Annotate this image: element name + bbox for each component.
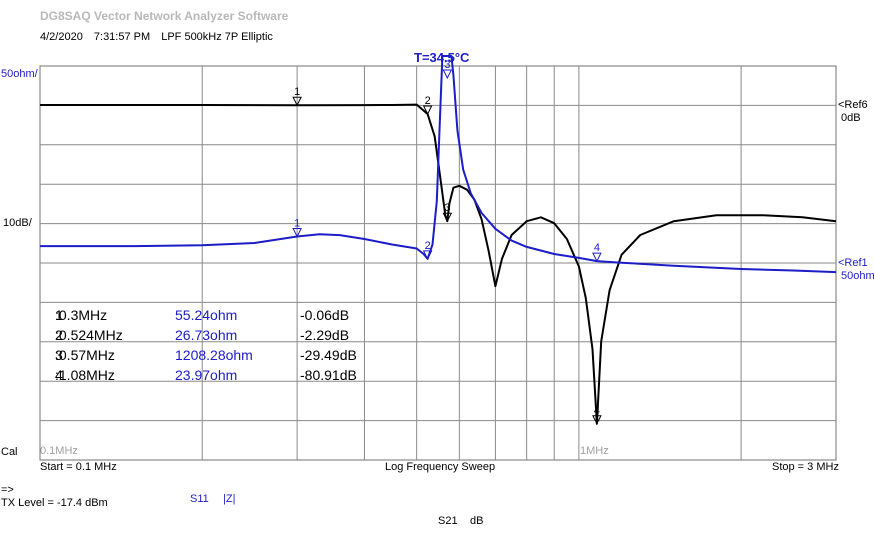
plot-traces	[40, 55, 837, 425]
temperature-readout: T=34.5°C	[414, 50, 470, 65]
marker-label: 3	[444, 59, 450, 71]
marker-triangle	[292, 227, 302, 238]
measurement-time: 7:31:57 PM	[93, 31, 151, 43]
tx-arrow: =>	[1, 484, 14, 496]
marker-label: 1	[294, 217, 300, 229]
marker-gain: -0.06dB	[300, 307, 350, 323]
marker-impedance: 23.97ohm	[175, 367, 238, 383]
ref6-label: <Ref6	[838, 99, 868, 111]
s21-scale-label: 10dB/	[3, 217, 32, 229]
marker-triangle	[442, 69, 453, 80]
measurement-date: 4/2/2020	[40, 31, 83, 43]
marker-impedance: 1208.28ohm	[175, 347, 253, 363]
app-title: DG8SAQ Vector Network Analyzer Software	[40, 9, 289, 23]
marker-impedance: 26.73ohm	[175, 327, 238, 343]
z-trace	[40, 55, 837, 274]
ref1-label: <Ref1	[838, 257, 868, 269]
marker-gain: -29.49dB	[300, 347, 357, 363]
plot-markers: 1 1 2 2 3 3 4 4	[292, 59, 602, 425]
z-trace-label[interactable]: |Z|	[223, 493, 236, 505]
sweep-type: Log Frequency Sweep	[385, 461, 496, 473]
db-format-label[interactable]: dB	[470, 515, 484, 527]
tick-label-1mhz: 1MHz	[580, 445, 609, 457]
marker-triangle	[292, 96, 302, 107]
marker-label: 2	[425, 240, 431, 252]
plot-grid	[39, 65, 837, 461]
tx-level: TX Level = -17.4 dBm	[1, 497, 108, 509]
marker-frequency: 0.524MHz	[58, 327, 123, 343]
measurement-info: 4/2/2020 7:31:57 PM LPF 500kHz 7P Ellipt…	[40, 31, 281, 43]
stop-frequency: Stop = 3 MHz	[772, 461, 839, 473]
marker-frequency: 1.08MHz	[58, 367, 115, 383]
marker-triangle	[422, 250, 433, 261]
tick-label-0-1mhz: 0.1MHz	[40, 445, 78, 457]
s11-scale-label: 50ohm/	[1, 68, 38, 80]
marker-frequency: 0.3MHz	[58, 307, 108, 323]
marker-impedance: 55.24ohm	[175, 307, 238, 323]
start-frequency: Start = 0.1 MHz	[40, 461, 117, 473]
marker-frequency: 0.57MHz	[58, 347, 115, 363]
marker-triangle	[592, 252, 602, 263]
marker-id: 2	[55, 327, 63, 343]
marker-triangle	[422, 105, 433, 116]
marker-triangle	[592, 415, 602, 425]
cal-label[interactable]: Cal	[1, 446, 18, 458]
marker-label: 2	[425, 95, 431, 107]
marker-id: 3	[55, 347, 63, 363]
marker-label: 4	[594, 405, 600, 417]
marker-label: 1	[294, 86, 300, 98]
marker-id: 4	[55, 367, 63, 383]
marker-label: 3	[444, 202, 450, 214]
marker-label: 4	[594, 242, 600, 254]
marker-id: 1	[55, 307, 63, 323]
measurement-description: LPF 500kHz 7P Elliptic	[161, 31, 273, 43]
marker-gain: -2.29dB	[300, 327, 350, 343]
marker-triangle	[442, 212, 453, 223]
marker-gain: -80.91dB	[300, 367, 357, 383]
ref1-value: 50ohm	[841, 270, 874, 282]
s21-trace	[40, 103, 837, 425]
ref6-value: 0dB	[841, 112, 861, 124]
s11-trace-label[interactable]: S11	[190, 493, 209, 505]
s21-trace-label[interactable]: S21	[438, 515, 458, 527]
